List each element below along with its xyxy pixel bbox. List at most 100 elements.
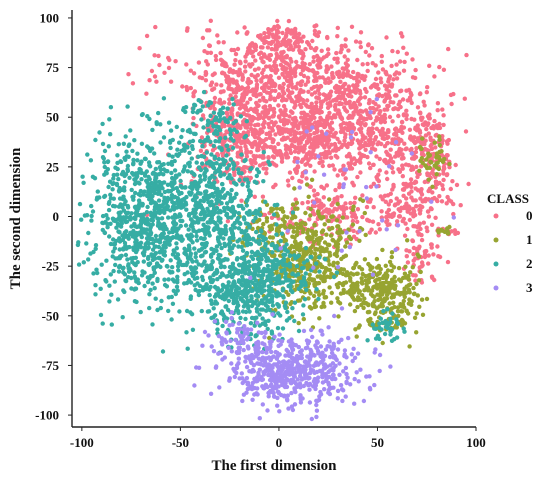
scatter-point xyxy=(303,47,308,52)
scatter-point xyxy=(391,100,396,105)
scatter-point xyxy=(409,302,414,307)
scatter-point xyxy=(135,174,140,179)
scatter-point xyxy=(111,249,116,254)
scatter-point xyxy=(396,113,401,119)
scatter-point xyxy=(371,162,376,168)
scatter-point xyxy=(208,50,214,55)
scatter-point xyxy=(315,281,320,286)
scatter-point xyxy=(370,105,376,111)
scatter-point xyxy=(395,305,401,310)
scatter-point xyxy=(205,50,210,55)
scatter-point xyxy=(400,174,405,179)
scatter-point xyxy=(105,225,110,230)
scatter-point xyxy=(149,188,155,193)
scatter-point xyxy=(207,28,212,33)
scatter-point xyxy=(227,264,233,270)
scatter-point xyxy=(366,318,371,323)
scatter-point xyxy=(186,227,191,232)
scatter-point xyxy=(112,204,118,209)
scatter-point xyxy=(363,108,369,113)
scatter-point xyxy=(157,237,163,242)
scatter-point xyxy=(396,214,402,219)
scatter-point xyxy=(347,166,353,171)
scatter-point xyxy=(192,194,198,199)
scatter-point xyxy=(419,297,425,302)
scatter-point xyxy=(323,266,329,271)
scatter-point xyxy=(232,195,237,200)
scatter-point xyxy=(162,277,167,282)
scatter-point xyxy=(139,273,145,278)
scatter-point xyxy=(331,132,337,137)
scatter-point xyxy=(166,65,172,71)
scatter-point xyxy=(341,287,346,293)
scatter-point xyxy=(411,258,416,263)
scatter-point xyxy=(240,248,246,253)
scatter-point xyxy=(271,106,277,112)
scatter-point xyxy=(392,292,397,297)
scatter-point xyxy=(273,182,278,187)
scatter-point xyxy=(386,134,391,140)
scatter-point xyxy=(293,73,298,79)
scatter-point xyxy=(249,249,255,255)
scatter-point xyxy=(288,138,294,143)
scatter-point xyxy=(436,230,441,235)
scatter-point xyxy=(415,293,420,298)
scatter-point xyxy=(169,294,174,300)
scatter-point xyxy=(116,269,122,274)
scatter-point xyxy=(200,144,205,149)
scatter-point xyxy=(259,77,264,82)
scatter-point xyxy=(141,192,146,197)
scatter-point xyxy=(352,308,358,314)
scatter-point xyxy=(309,101,314,107)
scatter-point xyxy=(279,57,284,62)
scatter-point xyxy=(383,263,388,268)
scatter-point xyxy=(218,210,223,215)
scatter-point xyxy=(357,127,362,132)
scatter-point xyxy=(232,172,237,178)
scatter-point xyxy=(402,59,407,65)
scatter-point xyxy=(214,223,219,229)
scatter-point xyxy=(306,136,311,141)
scatter-point xyxy=(214,244,220,249)
scatter-point xyxy=(361,305,366,311)
scatter-point xyxy=(129,286,134,291)
scatter-point xyxy=(178,184,183,189)
scatter-point xyxy=(403,181,409,187)
scatter-point xyxy=(310,108,315,113)
scatter-point xyxy=(298,64,303,70)
scatter-point xyxy=(182,164,187,169)
scatter-point xyxy=(303,133,308,138)
scatter-point xyxy=(141,259,146,264)
scatter-point xyxy=(272,24,277,30)
scatter-point xyxy=(226,147,231,152)
scatter-point xyxy=(205,62,210,67)
scatter-point xyxy=(167,153,172,158)
scatter-point xyxy=(345,142,350,148)
scatter-point xyxy=(413,278,418,283)
scatter-point xyxy=(234,70,239,75)
scatter-point xyxy=(230,261,236,266)
scatter-point xyxy=(382,289,388,294)
scatter-point xyxy=(242,25,247,30)
scatter-point xyxy=(422,179,427,185)
scatter-point xyxy=(81,260,87,265)
scatter-point xyxy=(254,229,259,235)
scatter-point xyxy=(128,128,133,133)
scatter-point xyxy=(435,244,440,249)
scatter-point xyxy=(132,138,137,143)
scatter-point xyxy=(400,34,405,39)
scatter-point xyxy=(97,130,102,135)
scatter-point xyxy=(100,141,106,147)
scatter-point xyxy=(335,60,340,65)
scatter-point xyxy=(331,263,336,268)
scatter-point xyxy=(329,202,334,208)
scatter-point xyxy=(142,173,148,178)
scatter-point xyxy=(266,27,271,32)
scatter-point xyxy=(144,210,150,215)
scatter-point xyxy=(292,186,297,191)
scatter-point xyxy=(200,253,205,258)
scatter-point xyxy=(394,62,399,67)
scatter-point xyxy=(298,244,303,249)
scatter-point xyxy=(237,106,243,111)
scatter-point xyxy=(257,207,262,212)
